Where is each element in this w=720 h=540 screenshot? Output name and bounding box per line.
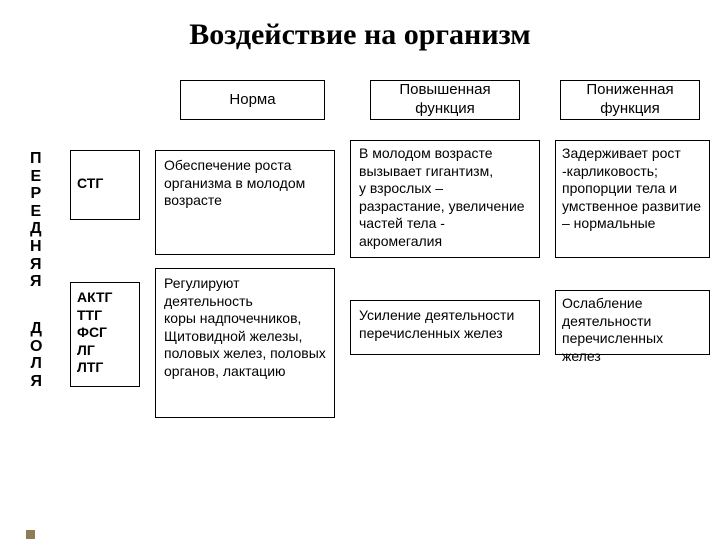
- cell-hyper-2: Усиление деятельности перечисленных желе…: [350, 300, 540, 355]
- cell-hormone-2: АКТГ ТТГ ФСГ ЛГ ЛТГ: [70, 282, 140, 387]
- cell-hypo-1: Задерживает рост -карликовость; пропорци…: [555, 140, 710, 258]
- side-label-top: ПЕРЕДНЯЯ: [30, 150, 42, 291]
- page-title: Воздействие на организм: [0, 18, 720, 52]
- header-hypo-text: Пониженная функция: [563, 81, 697, 119]
- cell-hormone-1: СТГ: [70, 150, 140, 220]
- cell-hypo-1-text: Задерживает рост -карликовость; пропорци…: [562, 145, 703, 233]
- cell-hyper-1: В молодом возрасте вызывает гигантизм, у…: [350, 140, 540, 258]
- cell-hypo-2-text: Ослабление деятельности перечисленных же…: [562, 295, 703, 365]
- cell-hormone-1-text: СТГ: [77, 175, 133, 193]
- header-hyper-text: Повышенная функция: [373, 81, 517, 119]
- cell-norm-1-text: Обеспечение роста организма в молодом во…: [164, 157, 326, 210]
- cell-norm-2: Регулируют деятельность коры надпочечник…: [155, 268, 335, 418]
- cell-hyper-2-text: Усиление деятельности перечисленных желе…: [359, 307, 531, 342]
- corner-bullet-icon: [26, 530, 35, 539]
- cell-norm-1: Обеспечение роста организма в молодом во…: [155, 150, 335, 255]
- header-hypo: Пониженная функция: [560, 80, 700, 120]
- side-label-bottom: ДОЛЯ: [30, 320, 42, 390]
- cell-hypo-2: Ослабление деятельности перечисленных же…: [555, 290, 710, 355]
- cell-hormone-2-text: АКТГ ТТГ ФСГ ЛГ ЛТГ: [77, 289, 133, 377]
- header-norm: Норма: [180, 80, 325, 120]
- cell-hyper-1-text: В молодом возрасте вызывает гигантизм, у…: [359, 145, 531, 250]
- header-hyper: Повышенная функция: [370, 80, 520, 120]
- cell-norm-2-text: Регулируют деятельность коры надпочечник…: [164, 275, 326, 380]
- header-norm-text: Норма: [189, 91, 316, 110]
